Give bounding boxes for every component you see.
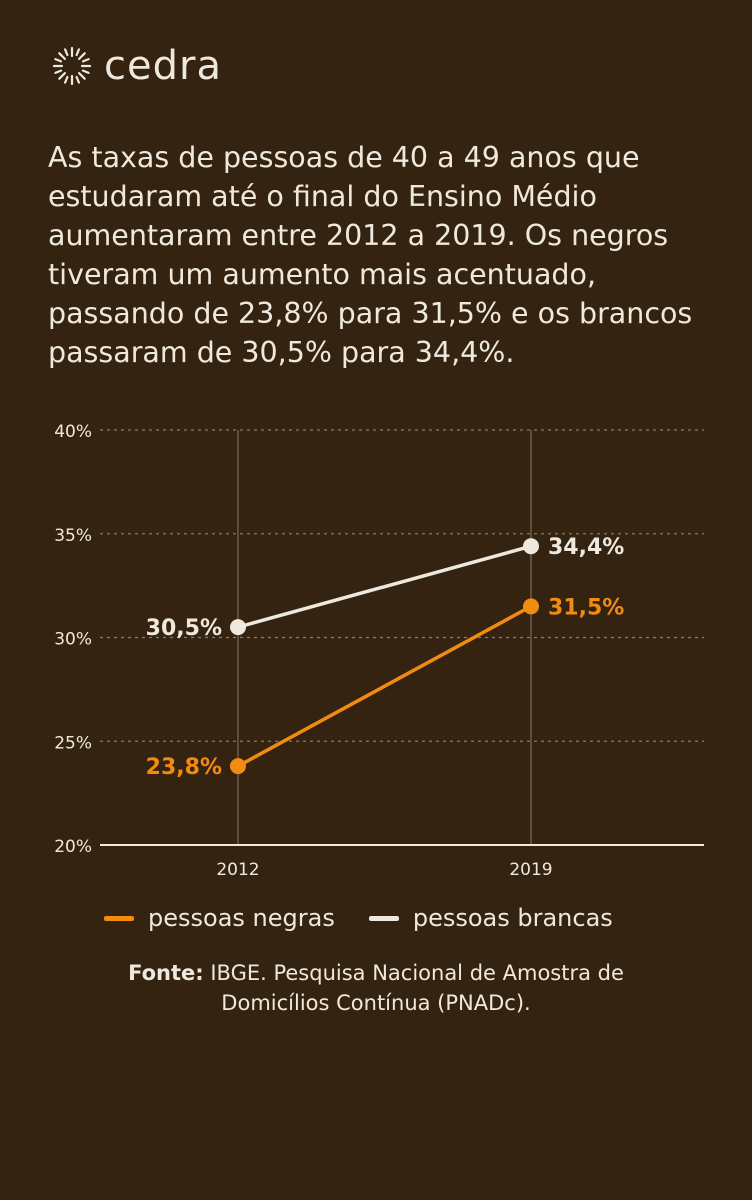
x-tick-label: 2012 xyxy=(216,860,259,880)
y-tick-label: 25% xyxy=(54,733,92,753)
chart-legend: pessoas negras pessoas brancas xyxy=(104,904,647,932)
y-tick-label: 20% xyxy=(54,837,92,857)
data-label: 34,4% xyxy=(548,535,624,560)
legend-swatch-negras xyxy=(104,915,134,921)
data-label: 23,8% xyxy=(146,755,222,780)
series-line xyxy=(237,544,532,629)
legend-item-negras: pessoas negras xyxy=(104,904,335,932)
x-tick-label: 2019 xyxy=(509,860,552,880)
legend-swatch-brancas xyxy=(368,915,399,921)
source-label: Fonte: xyxy=(128,961,204,985)
data-label: 31,5% xyxy=(548,595,624,620)
legend-label-negras: pessoas negras xyxy=(148,904,335,932)
legend-item-brancas: pessoas brancas xyxy=(368,904,613,932)
data-point xyxy=(523,598,539,615)
data-point xyxy=(230,758,246,775)
brand-name: cedra xyxy=(104,43,222,89)
data-point xyxy=(523,538,539,555)
y-tick-label: 35% xyxy=(54,526,92,546)
legend-label-brancas: pessoas brancas xyxy=(412,904,613,932)
source-text: IBGE. Pesquisa Nacional de Amostra de Do… xyxy=(210,961,624,1015)
data-point xyxy=(230,619,246,636)
series-line xyxy=(237,604,532,768)
y-tick-label: 40% xyxy=(54,422,92,442)
line-chart: 20% 25% 30% 35% 40% 2012 2019 23,8% 31,5% 30,5% 34… xyxy=(54,422,704,880)
headline: As taxas de pessoas de 40 a 49 anos que … xyxy=(48,141,693,369)
sun-icon xyxy=(52,46,92,86)
brand-logo: cedra xyxy=(48,42,222,90)
source-note: Fonte: IBGE. Pesquisa Nacional de Amostr… xyxy=(0,958,752,1018)
data-label: 30,5% xyxy=(146,616,222,641)
y-tick-label: 30% xyxy=(54,630,92,650)
